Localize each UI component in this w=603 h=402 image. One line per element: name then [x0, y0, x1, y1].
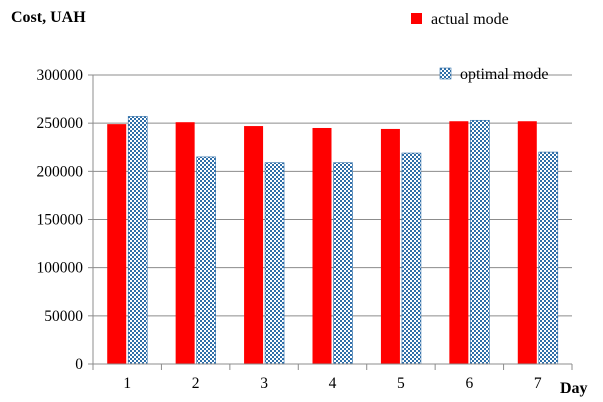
bar-optimal-mode-day-5: [401, 152, 422, 365]
bar-actual-mode-day-5: [380, 128, 400, 364]
bar-optimal-mode-day-4: [333, 162, 353, 365]
x-tick-label: 7: [534, 375, 542, 392]
bars: [107, 116, 559, 365]
bar-optimal-mode-day-6: [470, 119, 490, 365]
x-tick-label: 4: [329, 375, 337, 392]
legend-entry-optimal-mode: optimal mode: [439, 66, 548, 83]
x-tick-label: 5: [397, 375, 405, 392]
y-tick-label: 50000: [44, 308, 83, 325]
y-tick-label: 200000: [37, 163, 84, 180]
legend-swatch-optimal-mode: [439, 67, 452, 80]
axes: [88, 74, 573, 370]
y-tick-label: 250000: [37, 115, 84, 132]
legend: actual mode optimal mode: [411, 11, 548, 83]
y-tick-label: 300000: [37, 67, 84, 84]
bar-optimal-mode-day-3: [264, 162, 285, 365]
y-tick-label: 0: [75, 356, 83, 373]
bar-optimal-mode-day-1: [127, 116, 148, 365]
x-axis-title: Day: [560, 380, 588, 397]
bar-actual-mode-day-2: [175, 122, 195, 364]
bar-actual-mode-day-7: [517, 121, 537, 365]
legend-entry-actual-mode: actual mode: [411, 11, 509, 28]
gridlines: [93, 74, 572, 317]
bar-actual-mode-day-3: [244, 126, 264, 364]
x-tick-label: 1: [123, 375, 131, 392]
x-tick-label: 3: [260, 375, 268, 392]
bar-actual-mode-day-1: [107, 124, 127, 364]
bar-actual-mode-day-4: [312, 127, 332, 364]
bar-optimal-mode-day-2: [196, 156, 216, 365]
tick-labels: 0 50000 100000 150000 200000 250000 300000 1 2 3 4…: [37, 67, 542, 392]
legend-label-optimal-mode: optimal mode: [460, 66, 548, 83]
bar-optimal-mode-day-7: [538, 151, 559, 365]
x-tick-label: 6: [465, 375, 473, 392]
legend-label-actual-mode: actual mode: [431, 11, 509, 28]
y-axis-title: Cost, UAH: [11, 9, 86, 26]
legend-swatch-actual-mode: [411, 13, 422, 24]
x-tick-label: 2: [192, 375, 200, 392]
y-tick-label: 100000: [37, 260, 84, 277]
bar-actual-mode-day-6: [449, 121, 469, 365]
y-tick-label: 150000: [37, 212, 84, 229]
